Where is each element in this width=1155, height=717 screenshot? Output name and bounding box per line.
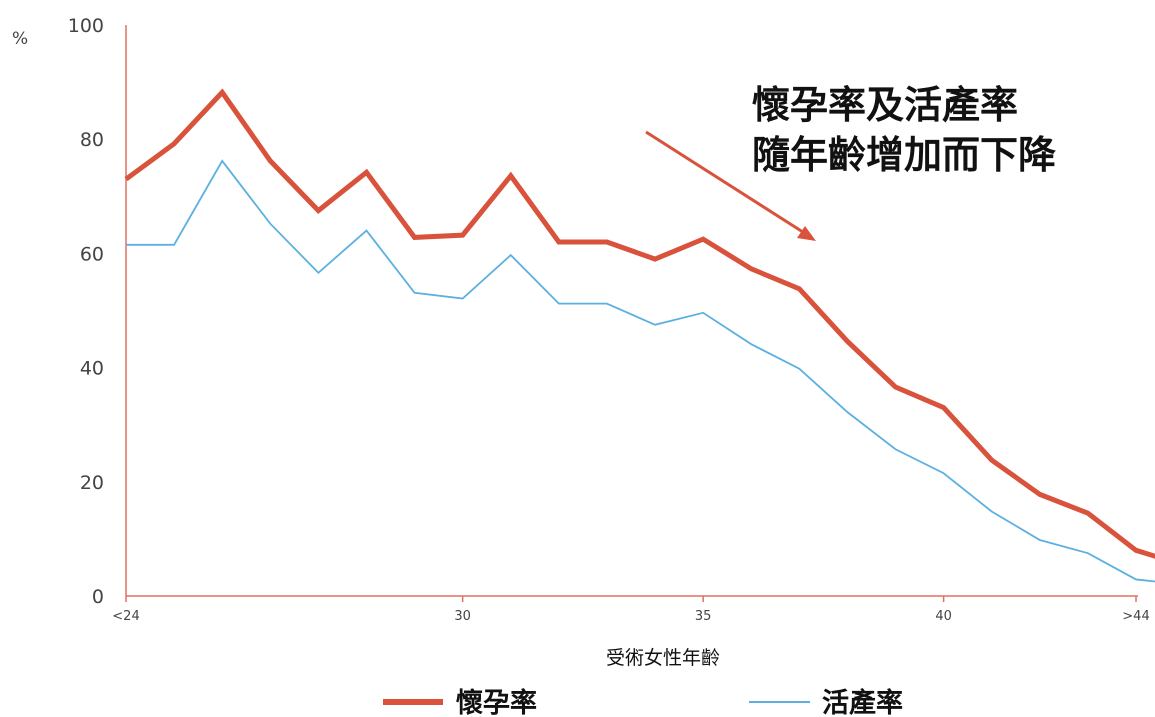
y-axis-label: % bbox=[12, 29, 28, 49]
y-tick-label: 20 bbox=[80, 472, 104, 494]
y-tick-label: 40 bbox=[80, 358, 104, 380]
x-tick-label: <24 bbox=[112, 609, 139, 624]
annotation-arrow bbox=[645, 130, 807, 236]
x-tick-label: 40 bbox=[935, 609, 952, 624]
series-line-live-birth-rate bbox=[126, 159, 1155, 583]
series-line-pregnancy-rate bbox=[124, 88, 1155, 559]
y-tick-label: 60 bbox=[80, 243, 104, 265]
x-tick-label: >44 bbox=[1122, 609, 1149, 624]
x-tick-label: 35 bbox=[695, 609, 712, 624]
annotation-line-2: 隨年齡增加而下降 bbox=[752, 133, 1056, 177]
legend-label-live-birth-rate: 活產率 bbox=[822, 687, 903, 717]
y-tick-label: 80 bbox=[80, 129, 104, 151]
annotation-arrow-head bbox=[797, 226, 816, 241]
y-tick-label: 0 bbox=[92, 586, 104, 608]
y-tick-label: 100 bbox=[68, 15, 104, 37]
x-axis-title: 受術女性年齡 bbox=[606, 647, 720, 669]
legend-label-pregnancy-rate: 懷孕率 bbox=[456, 687, 537, 717]
annotation-line-1: 懷孕率及活產率 bbox=[752, 83, 1018, 127]
x-tick-label: 30 bbox=[454, 609, 471, 624]
